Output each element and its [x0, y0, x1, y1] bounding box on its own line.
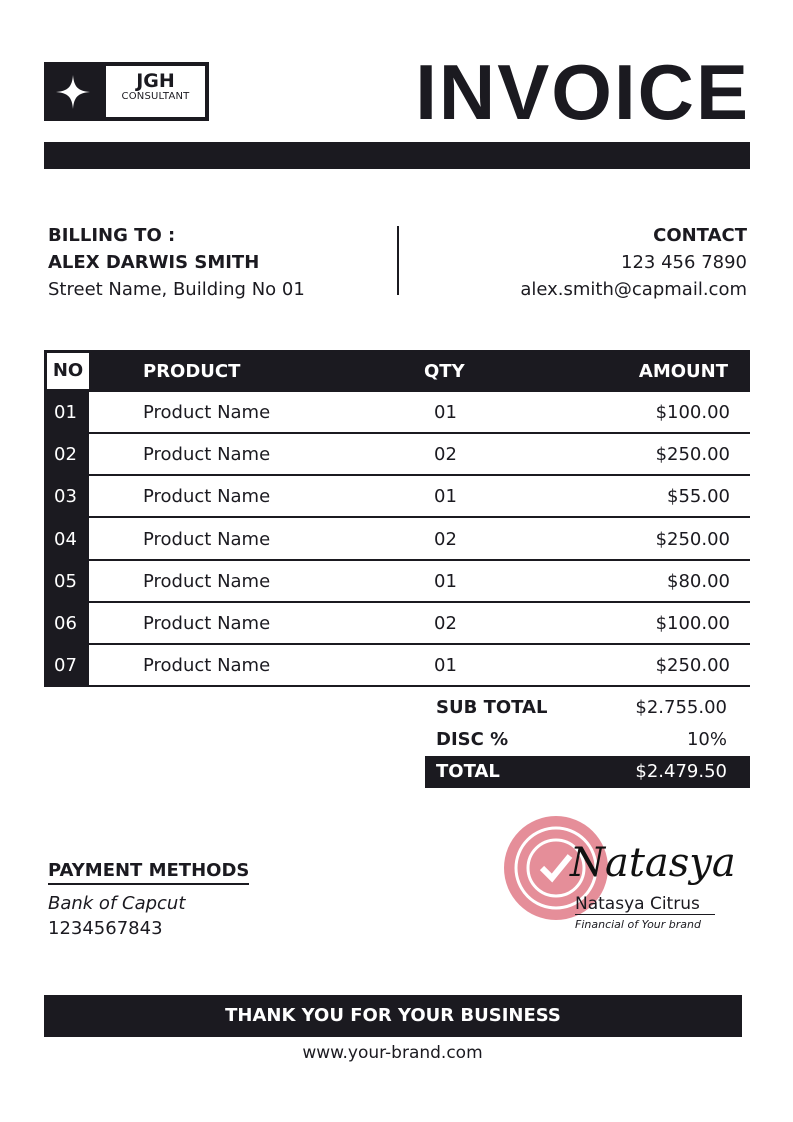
- payment-bank: Bank of Capcut: [48, 893, 186, 914]
- table-row: 04 Product Name 02 $250.00: [44, 519, 750, 561]
- row-product: Product Name: [143, 402, 271, 423]
- payment-account: 1234567843: [48, 918, 163, 939]
- row-product: Product Name: [143, 486, 271, 508]
- row-no: 06: [54, 613, 77, 634]
- totals: SUB TOTAL $2.755.00 DISC % 10% TOTAL $2.479…: [425, 692, 750, 788]
- row-amount: $100.00: [655, 402, 730, 423]
- row-no: 01: [54, 402, 77, 423]
- row-qty: 01: [434, 655, 457, 677]
- total-label: TOTAL: [436, 761, 500, 782]
- subtotal-value: $2.755.00: [635, 697, 727, 718]
- subtotal-row: SUB TOTAL $2.755.00: [425, 692, 750, 724]
- vertical-divider: [397, 226, 399, 295]
- total-value: $2.479.50: [635, 761, 727, 782]
- thank-you-banner: THANK YOU FOR YOUR BUSINESS: [44, 995, 742, 1037]
- billing-label: BILLING TO :: [48, 225, 176, 246]
- row-divider: [89, 474, 750, 477]
- payment-methods: PAYMENT METHODS Bank of Capcut 123456784…: [48, 858, 250, 941]
- approved-stamp-icon: [504, 816, 608, 920]
- sparkle-star-icon: [56, 75, 90, 109]
- row-divider: [89, 558, 750, 561]
- table-row: 01 Product Name 01 $100.00: [44, 392, 750, 434]
- row-no: 04: [54, 528, 77, 550]
- contact-email: alex.smith@capmail.com: [520, 279, 747, 300]
- table-row: 05 Product Name 01 $80.00: [44, 561, 750, 603]
- row-divider: [89, 685, 750, 688]
- billing-block: BILLING TO : ALEX DARWIS SMITH Street Na…: [48, 222, 305, 303]
- header-divider: [44, 142, 750, 169]
- row-amount: $250.00: [655, 528, 730, 550]
- contact-label: CONTACT: [653, 225, 747, 246]
- logo: JGH CONSULTANT: [44, 62, 209, 121]
- website-link[interactable]: www.your-brand.com: [302, 1043, 483, 1063]
- discount-label: DISC %: [436, 729, 509, 750]
- signature-script: Natasya: [570, 840, 736, 886]
- header-product: PRODUCT: [143, 361, 241, 382]
- table-row: 02 Product Name 02 $250.00: [44, 434, 750, 477]
- signer-name: Natasya Citrus: [575, 894, 715, 915]
- row-product: Product Name: [143, 528, 271, 550]
- row-no: 03: [54, 486, 77, 508]
- row-amount: $250.00: [655, 655, 730, 677]
- contact-block: CONTACT 123 456 7890 alex.smith@capmail.…: [520, 222, 747, 303]
- row-qty: 01: [434, 570, 457, 592]
- table-row: 06 Product Name 02 $100.00: [44, 603, 750, 645]
- payment-label: PAYMENT METHODS: [48, 859, 250, 885]
- row-qty: 01: [434, 402, 457, 423]
- row-no: 07: [54, 655, 77, 677]
- billing-address: Street Name, Building No 01: [48, 279, 305, 300]
- contact-phone: 123 456 7890: [621, 252, 747, 273]
- logo-name: JGH: [136, 70, 175, 92]
- row-qty: 02: [434, 613, 457, 634]
- table-header: NO PRODUCT QTY AMOUNT: [44, 350, 750, 392]
- row-product: Product Name: [143, 444, 271, 466]
- row-divider: [89, 516, 750, 519]
- header-amount: AMOUNT: [638, 361, 728, 382]
- row-divider: [89, 432, 750, 434]
- row-amount: $80.00: [667, 570, 730, 592]
- subtotal-label: SUB TOTAL: [436, 697, 548, 718]
- table-row: 07 Product Name 01 $250.00: [44, 645, 750, 688]
- number-column: [44, 392, 89, 687]
- row-product: Product Name: [143, 655, 271, 677]
- row-divider: [89, 643, 750, 645]
- total-row: TOTAL $2.479.50: [425, 756, 750, 788]
- row-amount: $100.00: [655, 613, 730, 634]
- row-product: Product Name: [143, 613, 271, 634]
- discount-value: 10%: [686, 729, 727, 750]
- row-qty: 02: [434, 444, 457, 466]
- logo-subtitle: CONSULTANT: [121, 91, 190, 102]
- row-no: 05: [54, 570, 77, 592]
- signer-role: Financial of Your brand: [575, 918, 701, 931]
- row-qty: 02: [434, 528, 457, 550]
- signature-block: Natasya Natasya Citrus Financial of Your…: [500, 812, 740, 942]
- row-amount: $55.00: [667, 486, 730, 508]
- row-no: 02: [54, 444, 77, 466]
- page-title: INVOICE: [415, 48, 750, 136]
- row-product: Product Name: [143, 570, 271, 592]
- table-row: 03 Product Name 01 $55.00: [44, 476, 750, 519]
- header-no: NO: [47, 353, 89, 389]
- billing-name: ALEX DARWIS SMITH: [48, 252, 260, 273]
- header-qty: QTY: [424, 361, 465, 382]
- row-qty: 01: [434, 486, 457, 508]
- row-amount: $250.00: [655, 444, 730, 466]
- row-divider: [89, 600, 750, 603]
- discount-row: DISC % 10%: [425, 724, 750, 756]
